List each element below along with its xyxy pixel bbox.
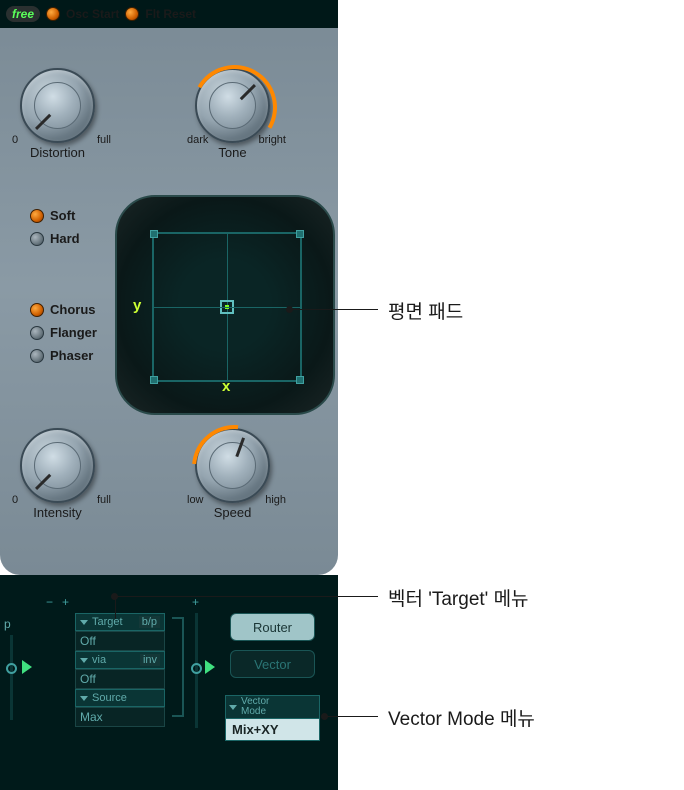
speed-knob-group: low high Speed	[195, 428, 270, 520]
flt-reset-led[interactable]	[125, 7, 139, 21]
osc-start-led[interactable]	[46, 7, 60, 21]
plus-icon: +	[192, 595, 199, 609]
slider-ring	[191, 663, 202, 674]
speed-knob[interactable]	[195, 428, 270, 503]
flanger-label: Flanger	[50, 325, 97, 340]
left-slider[interactable]	[10, 635, 13, 720]
vector-mode-callout: Vector Mode 메뉴	[388, 704, 535, 731]
osc-start-label: Osc Start	[66, 7, 119, 21]
xy-corner	[150, 376, 158, 384]
soft-label: Soft	[50, 208, 75, 223]
plus-icon: +	[62, 595, 69, 609]
callout-line	[325, 716, 378, 717]
source-label: Source	[92, 692, 127, 704]
modulation-options: Chorus Flanger Phaser	[30, 302, 97, 363]
y-axis-label: y	[133, 297, 141, 314]
callout-line	[115, 596, 378, 597]
xy-center-handle[interactable]	[220, 300, 234, 314]
soft-led	[30, 209, 44, 223]
hard-option[interactable]: Hard	[30, 231, 80, 246]
target-value: Off	[75, 631, 165, 651]
soft-option[interactable]: Soft	[30, 208, 80, 223]
vector-label: Vector	[254, 657, 291, 672]
chevron-down-icon	[229, 705, 237, 710]
vector-button[interactable]: Vector	[230, 650, 315, 678]
knob-max-label: bright	[258, 134, 286, 146]
chorus-label: Chorus	[50, 302, 96, 317]
plugin-panel: free Osc Start Flt Reset 0 full Distorti…	[0, 0, 338, 790]
intensity-knob[interactable]	[20, 428, 95, 503]
vector-mode-value: Mix+XY	[225, 719, 320, 741]
knob-max-label: full	[97, 134, 111, 146]
xy-pad[interactable]: y x	[115, 195, 335, 415]
knob-min-label: 0	[12, 134, 18, 146]
via-label: via	[92, 654, 106, 666]
via-dropdown[interactable]: via inv	[75, 651, 165, 669]
source-dropdown[interactable]: Source	[75, 689, 165, 707]
lower-panel: p − + Target b/p Off via inv Off Source …	[0, 575, 338, 790]
callout-line	[290, 309, 378, 310]
p-label: p	[4, 617, 11, 631]
xy-corner	[150, 230, 158, 238]
plus-icon: −	[46, 595, 53, 609]
distortion-knob-group: 0 full Distortion	[20, 68, 95, 160]
via-value: Off	[75, 669, 165, 689]
target-suffix: b/p	[139, 616, 160, 628]
hard-label: Hard	[50, 231, 80, 246]
knob-min-label: low	[187, 494, 204, 506]
chorus-option[interactable]: Chorus	[30, 302, 97, 317]
flt-reset-label: Flt Reset	[145, 7, 196, 21]
target-menu-callout: 벡터 'Target' 메뉴	[388, 584, 529, 611]
knob-name: Intensity	[33, 505, 81, 520]
vector-mode-header: Vector Mode	[225, 695, 320, 719]
knob-name: Distortion	[30, 145, 85, 160]
vector-mode-selector[interactable]: Vector Mode Mix+XY	[225, 695, 320, 741]
left-slider-handle[interactable]	[22, 660, 32, 674]
knob-min-label: 0	[12, 494, 18, 506]
tone-knob[interactable]	[195, 68, 270, 143]
source-value: Max	[75, 707, 165, 727]
xy-corner	[296, 230, 304, 238]
phaser-label: Phaser	[50, 348, 93, 363]
intensity-knob-group: 0 full Intensity	[20, 428, 95, 520]
chorus-led	[30, 303, 44, 317]
upper-panel: free Osc Start Flt Reset 0 full Distorti…	[0, 0, 338, 575]
slider-ring	[6, 663, 17, 674]
target-section: Target b/p Off via inv Off Source Max	[75, 613, 165, 727]
distortion-knob[interactable]	[20, 68, 95, 143]
xy-pad-callout: 평면 패드	[388, 297, 463, 324]
router-button[interactable]: Router	[230, 613, 315, 641]
right-slider-handle[interactable]	[205, 660, 215, 674]
via-suffix: inv	[140, 654, 160, 666]
free-tag: free	[6, 6, 40, 22]
phaser-led	[30, 349, 44, 363]
distortion-options: Soft Hard	[30, 208, 80, 246]
tone-knob-group: dark bright Tone	[195, 68, 270, 160]
chevron-down-icon	[80, 696, 88, 701]
group-bracket	[172, 617, 184, 717]
header-bar: free Osc Start Flt Reset	[0, 0, 338, 28]
knob-max-label: high	[265, 494, 286, 506]
flanger-led	[30, 326, 44, 340]
hard-led	[30, 232, 44, 246]
knob-min-label: dark	[187, 134, 208, 146]
target-label: Target	[92, 616, 123, 628]
router-label: Router	[253, 620, 292, 635]
xy-grid	[152, 232, 302, 382]
xy-corner	[296, 376, 304, 384]
phaser-option[interactable]: Phaser	[30, 348, 97, 363]
target-dropdown[interactable]: Target b/p	[75, 613, 165, 631]
chevron-down-icon	[80, 658, 88, 663]
chevron-down-icon	[80, 620, 88, 625]
flanger-option[interactable]: Flanger	[30, 325, 97, 340]
vector-mode-label: Vector Mode	[241, 697, 269, 717]
knob-max-label: full	[97, 494, 111, 506]
